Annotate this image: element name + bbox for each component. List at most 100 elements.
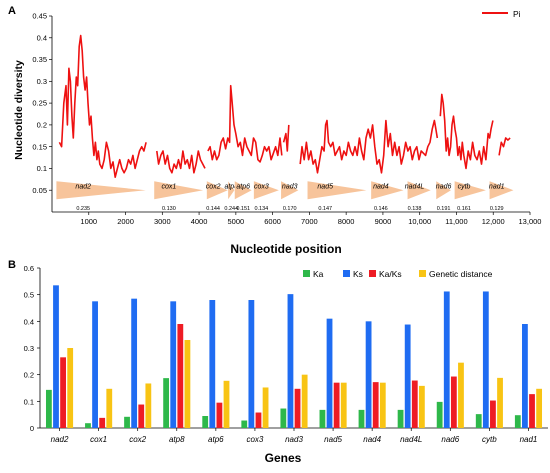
gene-arrow-cox2 bbox=[206, 181, 228, 200]
bar-cox3-ka bbox=[241, 420, 248, 428]
bar-nad1-genetic-distance bbox=[536, 388, 543, 428]
y-tick-label: 0.3 bbox=[24, 344, 34, 353]
bar-atp8-ka-ks bbox=[177, 324, 184, 428]
bar-nad3-genetic-distance bbox=[301, 374, 308, 428]
pi-line-segment bbox=[58, 34, 147, 178]
bar-nad1-ka bbox=[514, 415, 521, 428]
gene-pi-atp8: 0.244 bbox=[224, 206, 238, 212]
x-tick-label: atp6 bbox=[208, 435, 224, 444]
x-tick-label: nad3 bbox=[285, 435, 303, 444]
x-tick-label: cox3 bbox=[246, 435, 263, 444]
gene-arrow-cox3 bbox=[253, 181, 279, 200]
legend-swatch bbox=[419, 270, 426, 277]
gene-label-cox3: cox3 bbox=[254, 184, 269, 191]
bar-cytb-ka-ks bbox=[490, 400, 496, 428]
y-axis: 0 0.1 0.2 0.3 0.4 0.5 0.6 bbox=[24, 264, 548, 433]
y-tick-label: 0.4 bbox=[24, 317, 34, 326]
x-tick-label: atp8 bbox=[169, 435, 185, 444]
bar-nad3-ka-ks bbox=[294, 388, 301, 428]
x-tick-label: 10,000 bbox=[408, 217, 431, 226]
gene-arrow-nad1 bbox=[489, 181, 514, 200]
x-tick-label: nad5 bbox=[324, 435, 342, 444]
bar-cox3-genetic-distance bbox=[262, 387, 269, 428]
bar-cox1-genetic-distance bbox=[106, 388, 113, 428]
x-tick-label: 8000 bbox=[338, 217, 355, 226]
y-tick-label: 0.25 bbox=[32, 99, 47, 108]
bar-nad2-ks bbox=[53, 285, 59, 428]
gene-label-cox1: cox1 bbox=[161, 184, 176, 191]
legend-label: Genetic distance bbox=[429, 269, 493, 279]
legend-swatch bbox=[303, 270, 310, 277]
bar-nad6-ka bbox=[436, 401, 443, 428]
bar-nad1-ks bbox=[522, 324, 528, 428]
y-tick-label: 0.4 bbox=[37, 33, 47, 42]
gene-arrow-nad6 bbox=[436, 181, 451, 200]
bar-cox2-ka-ks bbox=[138, 404, 145, 428]
bar-cox1-ka-ks bbox=[99, 417, 106, 428]
gene-pi-nad5: 0.147 bbox=[318, 206, 332, 212]
pi-series bbox=[58, 34, 511, 178]
panel-a-label: A bbox=[8, 5, 16, 17]
gene-label-cox2: cox2 bbox=[206, 184, 221, 191]
bar-nad4L-ka-ks bbox=[411, 380, 418, 428]
gene-pi-atp6: 0.151 bbox=[236, 206, 250, 212]
y-tick-label: 0.15 bbox=[32, 142, 47, 151]
x-tick-label: nad4 bbox=[363, 435, 381, 444]
legend-swatch bbox=[369, 270, 376, 277]
y-tick-label: 0.3 bbox=[37, 77, 47, 86]
gene-arrow-nad3 bbox=[281, 181, 299, 200]
bar-atp6-ks bbox=[209, 300, 216, 428]
pi-line-segment bbox=[439, 93, 494, 170]
x-tick-label: 4000 bbox=[191, 217, 208, 226]
gene-arrow-nad4L bbox=[407, 181, 431, 200]
gene-pi-nad2: 0.235 bbox=[76, 206, 90, 212]
bar-cox2-genetic-distance bbox=[145, 383, 152, 428]
bar-cox1-ka bbox=[85, 423, 91, 428]
bar-nad4L-ks bbox=[404, 324, 411, 428]
x-tick-label: 3000 bbox=[154, 217, 171, 226]
y-tick-label: 0.2 bbox=[37, 120, 47, 129]
y-tick-label: 0.2 bbox=[24, 371, 34, 380]
gene-arrow-cytb bbox=[454, 181, 486, 200]
x-tick-label: nad6 bbox=[441, 435, 459, 444]
pi-line-segment bbox=[299, 119, 439, 174]
y-tick-label: 0.1 bbox=[24, 397, 34, 406]
gene-pi-cytb: 0.161 bbox=[457, 206, 471, 212]
bar-atp8-ka bbox=[163, 378, 170, 428]
bar-nad3-ka bbox=[280, 408, 287, 428]
gene-arrow-atp6 bbox=[234, 181, 252, 200]
bar-nad4L-genetic-distance bbox=[418, 385, 425, 428]
bar-nad5-ka bbox=[319, 409, 326, 428]
bar-nad4-ka-ks bbox=[372, 382, 379, 428]
gene-arrow-nad5 bbox=[307, 181, 367, 200]
gene-label-atp8: atp8 bbox=[224, 184, 238, 191]
gene-arrow-atp8 bbox=[228, 181, 235, 200]
pi-line-segment bbox=[282, 124, 290, 152]
y-tick-label: 0 bbox=[30, 424, 34, 433]
gene-label-nad6: nad6 bbox=[436, 184, 452, 191]
gene-arrow-nad4 bbox=[371, 181, 404, 200]
x-tick-label: 11,000 bbox=[445, 217, 467, 226]
bar-cytb-ka bbox=[475, 414, 482, 428]
bar-nad1-ka-ks bbox=[529, 394, 535, 428]
legend: Ka Ks Ka/Ks Genetic distance bbox=[303, 269, 493, 279]
gene-arrow-cox1 bbox=[154, 181, 204, 200]
bar-atp6-ka-ks bbox=[216, 402, 223, 428]
gene-label-nad1: nad1 bbox=[489, 184, 505, 191]
y-tick-label: 0.35 bbox=[32, 55, 47, 64]
gene-label-cytb: cytb bbox=[458, 184, 471, 191]
y-tick-label: 0.5 bbox=[24, 291, 34, 300]
bar-nad6-ka-ks bbox=[450, 376, 457, 428]
pi-line-segment bbox=[498, 137, 511, 156]
x-tick-label: 12,000 bbox=[482, 217, 505, 226]
gene-pi-nad1: 0.129 bbox=[490, 206, 504, 212]
x-tick-label: 2000 bbox=[117, 217, 134, 226]
gene-label-nad4L: nad4L bbox=[405, 184, 425, 191]
kaks-bar-chart: 0 0.1 0.2 0.3 0.4 0.5 0.6 nad2 cox1 cox2 atp8 atp6… bbox=[24, 264, 548, 465]
x-tick-label: 5000 bbox=[228, 217, 245, 226]
gene-pi-cox2: 0.144 bbox=[206, 206, 220, 212]
gene-arrow-nad2 bbox=[56, 181, 146, 200]
y-axis-label: Nucleotide diversity bbox=[13, 60, 25, 160]
x-tick-label: 6000 bbox=[264, 217, 281, 226]
y-tick-label: 0.1 bbox=[37, 164, 47, 173]
